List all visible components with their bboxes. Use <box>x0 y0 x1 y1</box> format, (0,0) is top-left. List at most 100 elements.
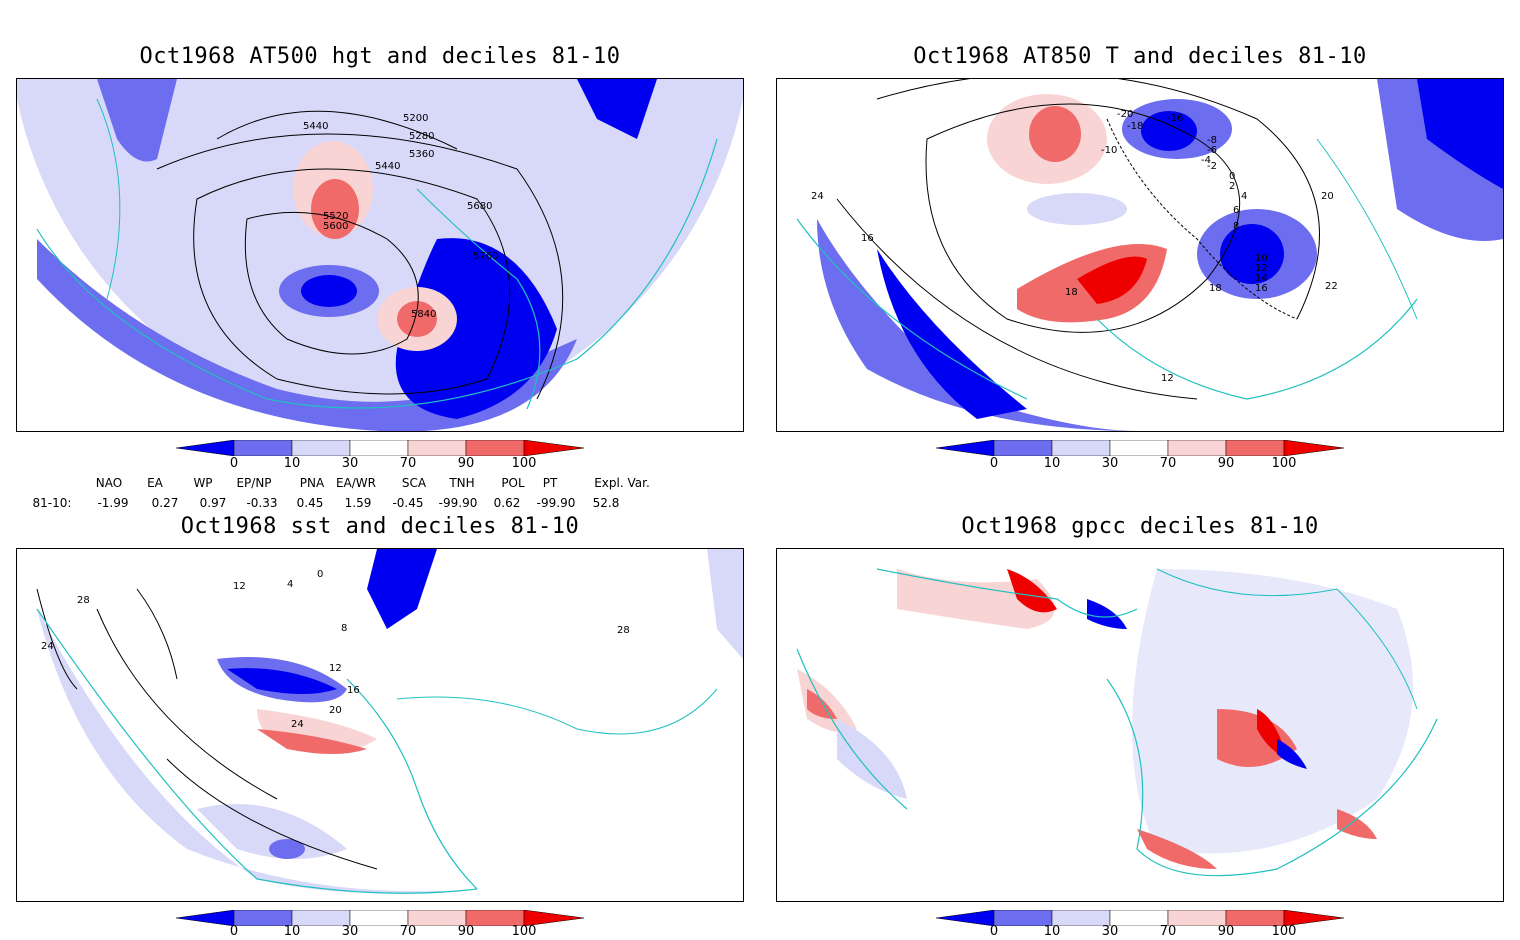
index-value: -1.99 <box>97 496 129 510</box>
index-table: NAO EA WP EP/NP PNA EA/WR SCA TNH POL PT… <box>0 474 760 514</box>
index-header: EP/NP <box>236 476 272 490</box>
contour-label: 5840 <box>411 309 436 320</box>
contour-label: 16 <box>347 685 360 696</box>
contour-label: 20 <box>329 705 342 716</box>
colorbar-tick: 30 <box>341 456 359 471</box>
colorbar-tick: 0 <box>229 924 239 939</box>
colorbar-tick: 70 <box>399 456 417 471</box>
index-header: TNH <box>449 476 475 490</box>
colorbar-tick: 0 <box>989 924 999 939</box>
index-value: 0.27 <box>151 496 179 510</box>
contour-label: 5280 <box>409 131 434 142</box>
map-sst: 0 4 8 12 16 20 24 28 12 28 24 <box>16 548 744 902</box>
contour-label: 16 <box>861 233 874 244</box>
contour-label: 8 <box>341 623 347 634</box>
index-header: SCA <box>401 476 427 490</box>
index-value: -0.33 <box>246 496 278 510</box>
colorbar-tick: 30 <box>1101 456 1119 471</box>
index-value: 0.62 <box>493 496 521 510</box>
map-gpcc <box>776 548 1504 902</box>
contour-label: 8 <box>1233 221 1239 232</box>
panel-title-hgt: Oct1968 AT500 hgt and deciles 81-10 <box>139 44 621 69</box>
contour-label: 22 <box>1325 281 1338 292</box>
index-header: EA/WR <box>335 476 377 490</box>
index-value: 0.97 <box>199 496 227 510</box>
contour-label: 18 <box>1209 283 1222 294</box>
colorbar-tick: 30 <box>1101 924 1119 939</box>
contour-label: 5680 <box>467 201 492 212</box>
contour-label: 24 <box>291 719 304 730</box>
colorbar-tick: 90 <box>1217 924 1235 939</box>
index-header: NAO <box>95 476 123 490</box>
contour-label: 4 <box>287 579 293 590</box>
contour-label: 5440 <box>303 121 328 132</box>
index-value: -0.45 <box>392 496 424 510</box>
map-hgt500: 5440 5200 5280 5360 5440 5520 5600 5680 … <box>16 78 744 432</box>
index-value: 1.59 <box>344 496 372 510</box>
colorbar-tick: 70 <box>399 924 417 939</box>
colorbar-sst: 0 10 30 70 90 100 <box>175 909 586 940</box>
colorbar-tick: 10 <box>283 924 301 939</box>
index-value: -99.90 <box>536 496 576 510</box>
panel-title-gpcc: Oct1968 gpcc deciles 81-10 <box>961 514 1319 539</box>
colorbar-tick: 10 <box>283 456 301 471</box>
panel-title-sst: Oct1968 sst and deciles 81-10 <box>180 514 580 539</box>
index-value: -99.90 <box>438 496 478 510</box>
contour-label: 5200 <box>403 113 428 124</box>
colorbar-tick: 100 <box>511 924 537 939</box>
colorbar-hgt500: 0 10 30 70 90 100 <box>175 439 586 480</box>
contour-label: 4 <box>1241 191 1247 202</box>
colorbar-tick: 0 <box>229 456 239 471</box>
contour-label: 16 <box>1255 283 1268 294</box>
index-header: EA <box>147 476 163 490</box>
contour-label: 5520 <box>323 211 348 222</box>
contour-label: -8 <box>1207 135 1217 146</box>
colorbar-tick: 10 <box>1043 924 1061 939</box>
contour-label: 24 <box>41 641 54 652</box>
panel-title-t850: Oct1968 AT850 T and deciles 81-10 <box>913 44 1367 69</box>
colorbar-tick: 30 <box>341 924 359 939</box>
colorbar-tick: 70 <box>1159 924 1177 939</box>
contour-label: 20 <box>1321 191 1334 202</box>
index-header: POL <box>501 476 525 490</box>
contour-label: 0 <box>1229 171 1235 182</box>
colorbar-tick: 100 <box>1271 924 1297 939</box>
contour-label: -16 <box>1167 113 1183 124</box>
colorbar-tick: 90 <box>457 456 475 471</box>
colorbar-gpcc: 0 10 30 70 90 100 <box>935 909 1346 940</box>
contour-label: 12 <box>1161 373 1174 384</box>
contour-label: 5760 <box>473 251 498 262</box>
contour-label: 5440 <box>375 161 400 172</box>
index-header: PNA <box>299 476 325 490</box>
contour-label: 0 <box>317 569 323 580</box>
index-row-label: 81-10: <box>32 496 72 510</box>
contour-label: 12 <box>1255 263 1268 274</box>
colorbar-tick: 100 <box>1271 456 1297 471</box>
contour-label: 28 <box>617 625 630 636</box>
contour-label: 5360 <box>409 149 434 160</box>
contour-label: -18 <box>1127 121 1143 132</box>
contour-label: -10 <box>1101 145 1117 156</box>
colorbar-tick: 70 <box>1159 456 1177 471</box>
contour-label: -2 <box>1207 161 1217 172</box>
map-t850: -20 -18 -16 -10 -8 -6 -4 -2 0 2 4 6 8 10… <box>776 78 1504 432</box>
colorbar-t850: 0 10 30 70 90 100 <box>935 439 1346 480</box>
contour-label: -4 <box>1201 155 1211 166</box>
colorbar-tick: 0 <box>989 456 999 471</box>
contour-label: 14 <box>1255 273 1268 284</box>
colorbar-tick: 100 <box>511 456 537 471</box>
index-header: WP <box>193 476 213 490</box>
contour-label: 2 <box>1229 181 1235 192</box>
contour-label: 18 <box>1065 287 1078 298</box>
contour-label: -6 <box>1207 145 1217 156</box>
index-value: 52.8 <box>592 496 620 510</box>
contour-label: 10 <box>1255 253 1268 264</box>
colorbar-tick: 10 <box>1043 456 1061 471</box>
colorbar-tick: 90 <box>457 924 475 939</box>
contour-label: 5600 <box>323 221 348 232</box>
contour-label: -20 <box>1117 109 1133 120</box>
index-header: PT <box>542 476 558 490</box>
contour-label: 6 <box>1233 205 1239 216</box>
index-header: Expl. Var. <box>594 476 650 490</box>
contour-label: 12 <box>233 581 246 592</box>
